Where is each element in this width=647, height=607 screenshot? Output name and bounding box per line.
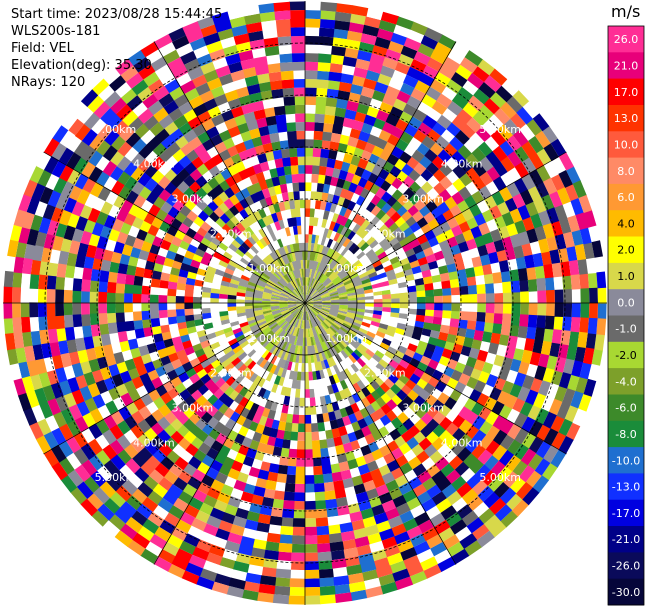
colorbar-swatch bbox=[608, 499, 644, 527]
azimuth-line bbox=[304, 302, 457, 565]
colorbar-swatch bbox=[608, 473, 644, 501]
colorbar-tick-label: 1.0 bbox=[617, 270, 635, 283]
velocity-gates bbox=[12, 48, 592, 599]
range-ring-labels: 1.00km 1.00km 1.00km 1.00km 2.00km 2.00km 2.00… bbox=[95, 123, 521, 484]
velocity-gates bbox=[30, 13, 605, 605]
colorbar-swatch bbox=[608, 78, 644, 106]
nrays-label: NRays: 120 bbox=[11, 75, 86, 90]
colorbar-swatch bbox=[608, 289, 644, 316]
range-ring-label: 3.00km bbox=[172, 402, 214, 415]
colorbar-swatch bbox=[608, 157, 644, 185]
colorbar-tick-label: -8.0 bbox=[615, 428, 636, 441]
colorbar-swatch bbox=[608, 183, 644, 211]
colorbar-swatch bbox=[608, 368, 644, 395]
azimuth-line bbox=[153, 302, 306, 565]
azimuth-line bbox=[43, 151, 306, 304]
colorbar-tick-label: -10.0 bbox=[612, 454, 640, 467]
range-ring-label: 1.00km bbox=[326, 262, 368, 275]
velocity-gates bbox=[3, 10, 603, 585]
range-ring-label: 5.00km bbox=[479, 471, 521, 484]
colorbar-tick-label: -17.0 bbox=[612, 507, 640, 520]
colorbar-swatch bbox=[608, 578, 644, 606]
colorbar-swatch bbox=[608, 105, 644, 132]
colorbar-swatch bbox=[608, 447, 644, 474]
colorbar-tick-label: 8.0 bbox=[617, 165, 635, 178]
colorbar-tick-label: 6.0 bbox=[617, 191, 635, 204]
azimuth-line bbox=[153, 41, 306, 304]
colorbar-tick-label: -21.0 bbox=[612, 533, 640, 546]
colorbar-frame bbox=[607, 25, 645, 606]
colorbar-unit: m/s bbox=[611, 2, 640, 21]
colorbar-tick-label: 10.0 bbox=[614, 138, 639, 151]
colorbar-tick-label: -26.0 bbox=[612, 560, 640, 573]
velocity-gates bbox=[18, 10, 581, 572]
range-ring-label: 2.00km bbox=[364, 367, 406, 380]
colorbar-tick-label: 2.0 bbox=[617, 244, 635, 257]
azimuth-line bbox=[304, 302, 567, 455]
colorbar-tick-label: -13.0 bbox=[612, 481, 640, 494]
field-label: Field: VEL bbox=[11, 41, 74, 56]
colorbar-tick-label: -1.0 bbox=[615, 323, 636, 336]
velocity-colorbar: m/s 26.0 21.0 17.0 13.0 10.0 8.0 6.0 4.0 2.0 1.0 0… bbox=[607, 2, 645, 606]
instrument-label: WLS200s-181 bbox=[11, 24, 101, 39]
colorbar-tick-label: 13.0 bbox=[614, 112, 639, 125]
velocity-gates bbox=[12, 16, 589, 593]
velocity-gates bbox=[7, 13, 588, 587]
colorbar-swatch bbox=[608, 315, 644, 343]
range-ring-label: 2.00km bbox=[210, 367, 252, 380]
colorbar-tick-label: -30.0 bbox=[612, 586, 640, 599]
range-ring-label: 5.00km bbox=[95, 123, 137, 136]
range-ring-label: 4.00km bbox=[441, 158, 483, 171]
colorbar-swatch bbox=[608, 131, 644, 159]
colorbar-tick-label: 17.0 bbox=[614, 86, 639, 99]
colorbar-swatch bbox=[608, 26, 644, 53]
colorbar-tick-label: 4.0 bbox=[617, 217, 635, 230]
colorbar-tick-label: 0.0 bbox=[617, 296, 635, 309]
range-ring-label: 1.00km bbox=[249, 262, 291, 275]
azimuth-line bbox=[304, 151, 567, 304]
azimuth-spokes bbox=[3, 1, 607, 605]
colorbar-swatch bbox=[608, 394, 644, 422]
colorbar-tick-label: -2.0 bbox=[615, 349, 636, 362]
colorbar-swatch bbox=[608, 52, 644, 80]
range-ring-label: 5.00km bbox=[479, 123, 521, 136]
elevation-label: Elevation(deg): 35.30 bbox=[11, 58, 152, 73]
azimuth-line bbox=[43, 302, 306, 455]
range-ring-label: 3.00km bbox=[172, 193, 214, 206]
velocity-gates bbox=[12, 30, 607, 603]
colorbar-swatch bbox=[608, 262, 644, 290]
colorbar-tick-label: 26.0 bbox=[614, 33, 639, 46]
range-ring-label: 3.00km bbox=[402, 402, 444, 415]
colorbar-swatch bbox=[608, 210, 644, 237]
colorbar-tick-label: 21.0 bbox=[614, 60, 639, 73]
velocity-gates bbox=[10, 37, 607, 605]
range-ring-label: 2.00km bbox=[364, 227, 406, 240]
range-ring-label: 4.00km bbox=[133, 158, 175, 171]
colorbar-swatch bbox=[608, 341, 644, 369]
colorbar-swatch bbox=[608, 552, 644, 580]
start-time-label: Start time: 2023/08/28 15:44:45 bbox=[11, 7, 223, 22]
range-ring-label: 3.00km bbox=[402, 193, 444, 206]
colorbar-tick-label: -4.0 bbox=[615, 375, 636, 388]
colorbar-swatch bbox=[608, 420, 644, 448]
range-ring-label: 1.00km bbox=[249, 332, 291, 345]
range-ring-label: 5.00km bbox=[95, 471, 137, 484]
range-ring-label: 2.00km bbox=[210, 227, 252, 240]
colorbar-swatch bbox=[608, 236, 644, 264]
range-ring-label: 4.00km bbox=[133, 436, 175, 449]
range-ring-label: 4.00km bbox=[441, 436, 483, 449]
colorbar-tick-label: -6.0 bbox=[615, 402, 636, 415]
range-ring-label: 1.00km bbox=[326, 332, 368, 345]
colorbar-swatch bbox=[608, 526, 644, 553]
azimuth-line bbox=[304, 41, 457, 304]
